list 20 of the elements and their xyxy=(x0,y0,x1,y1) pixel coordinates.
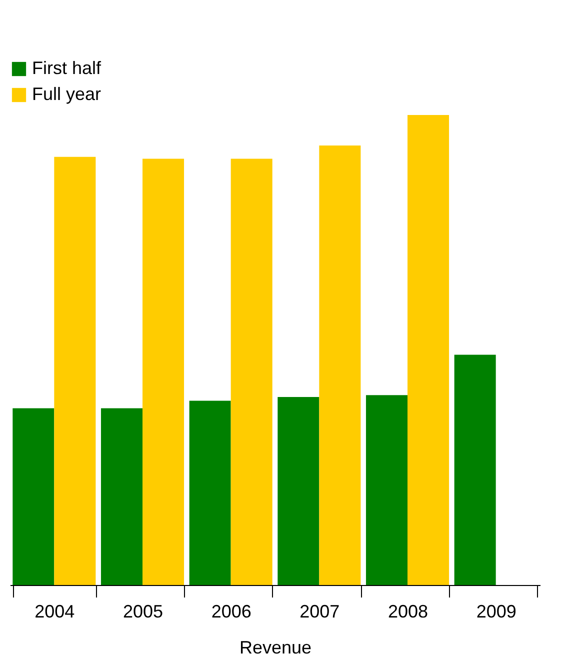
legend-label: Full year xyxy=(32,84,102,104)
bar xyxy=(54,156,96,585)
x-tick-label: 2009 xyxy=(476,602,516,622)
x-tick-label: 2007 xyxy=(300,602,340,622)
x-tick-label: 2008 xyxy=(388,602,428,622)
bar xyxy=(100,408,142,585)
legend-label: First half xyxy=(32,58,102,78)
bar xyxy=(454,354,496,585)
x-tick-label: 2006 xyxy=(211,602,252,622)
bar xyxy=(408,115,450,585)
bar xyxy=(366,395,408,585)
bar xyxy=(12,408,54,585)
bar xyxy=(189,400,231,585)
x-tick-label: 2005 xyxy=(122,602,164,622)
bar xyxy=(230,158,272,585)
bar xyxy=(319,146,361,585)
bar xyxy=(278,397,320,585)
x-axis-title: Revenue xyxy=(239,638,312,658)
x-tick-label: 2004 xyxy=(34,602,75,622)
bar xyxy=(142,158,184,585)
